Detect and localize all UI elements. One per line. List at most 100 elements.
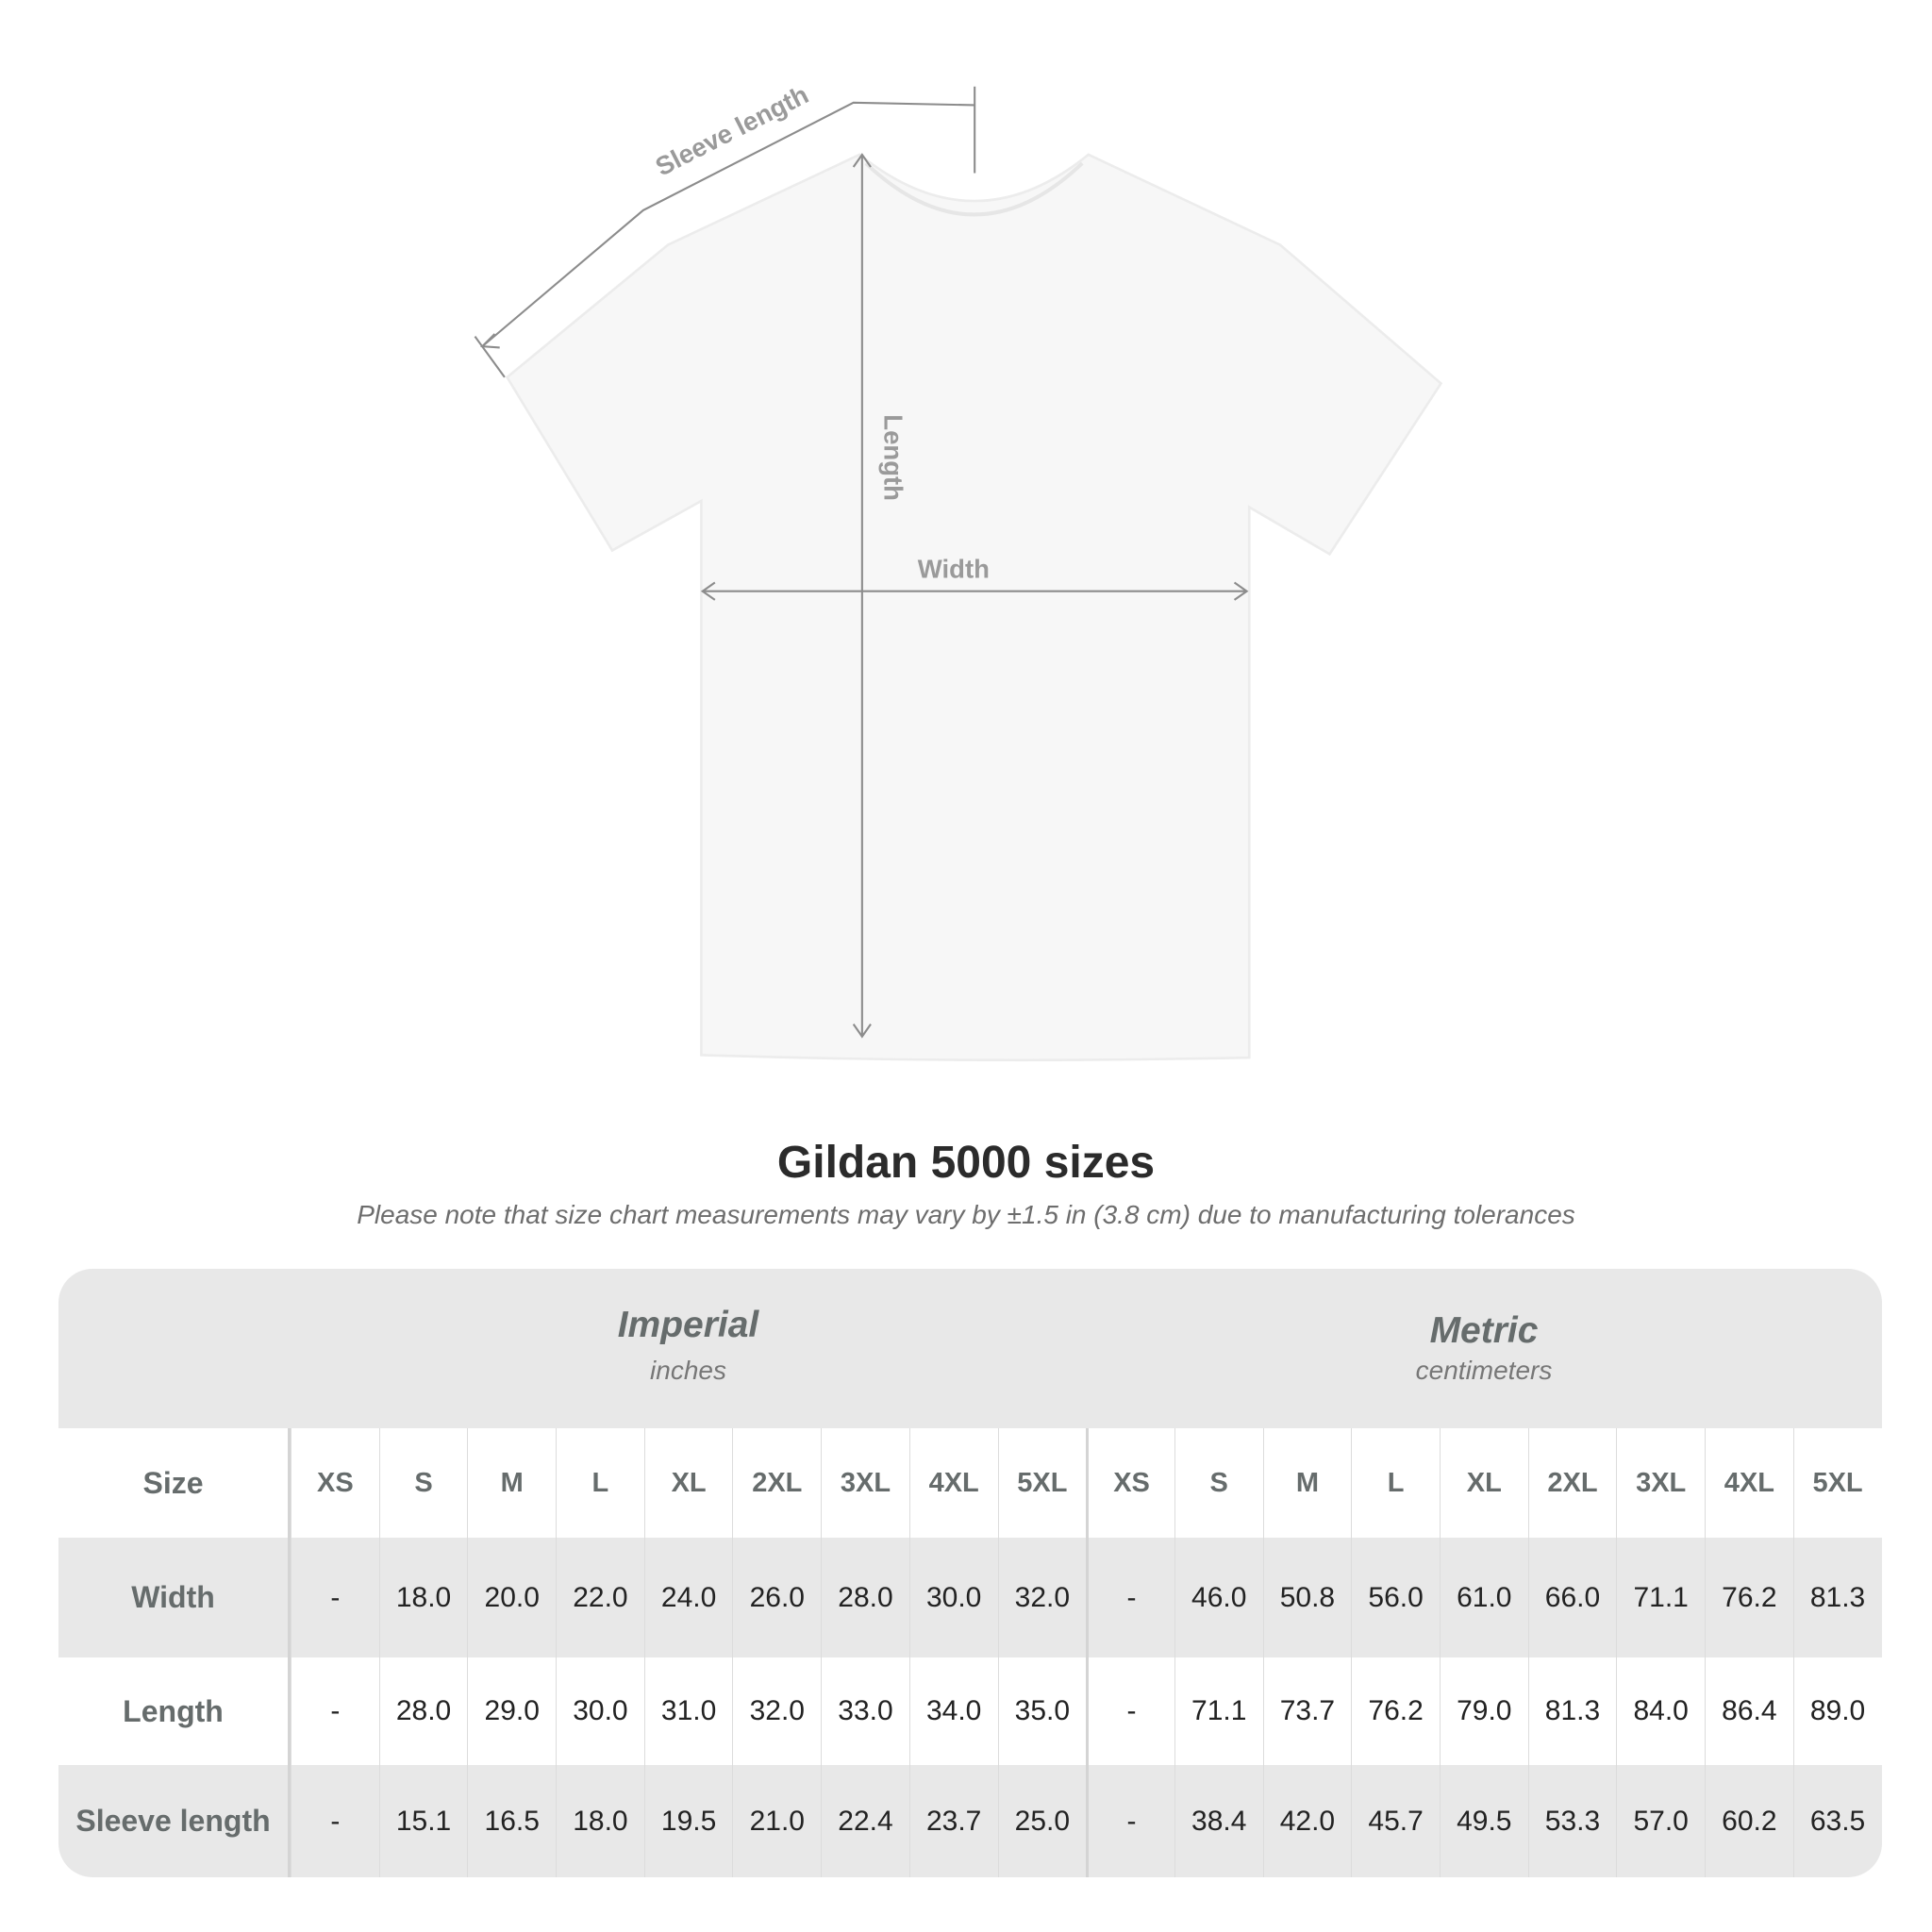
imperial-value-cell: 16.5: [467, 1765, 556, 1877]
imperial-value-cell: 26.0: [732, 1538, 821, 1657]
metric-unit: centimeters: [1415, 1356, 1553, 1385]
row-label: Sleeve length: [58, 1765, 291, 1877]
imperial-size-l: L: [556, 1428, 644, 1538]
metric-value-cell: 45.7: [1351, 1765, 1440, 1877]
imperial-header: Imperial inches: [291, 1269, 1086, 1428]
metric-value-cell: 63.5: [1792, 1765, 1882, 1877]
imperial-value-cell: -: [291, 1538, 379, 1657]
imperial-value-cell: 28.0: [378, 1657, 468, 1765]
metric-value-cell: 49.5: [1439, 1765, 1528, 1877]
metric-value-cell: 38.4: [1174, 1765, 1263, 1877]
metric-value-cell: 42.0: [1262, 1765, 1352, 1877]
metric-size-m: M: [1262, 1428, 1352, 1538]
metric-value-cell: 89.0: [1792, 1657, 1882, 1765]
metric-value-cell: 84.0: [1616, 1657, 1705, 1765]
metric-size-xl: XL: [1439, 1428, 1528, 1538]
sleeve-length-label: Sleeve length: [651, 79, 813, 181]
metric-value-cell: 76.2: [1705, 1538, 1793, 1657]
imperial-value-cell: 32.0: [732, 1657, 821, 1765]
imperial-size-2xl: 2XL: [732, 1428, 821, 1538]
imperial-value-cell: 22.0: [556, 1538, 644, 1657]
imperial-size-4xl: 4XL: [908, 1428, 998, 1538]
imperial-size-s: S: [378, 1428, 468, 1538]
metric-size-xs: XS: [1086, 1428, 1174, 1538]
metric-value-cell: 57.0: [1616, 1765, 1705, 1877]
length-label: Length: [878, 414, 908, 501]
metric-size-4xl: 4XL: [1705, 1428, 1793, 1538]
imperial-title: Imperial: [617, 1305, 759, 1345]
metric-value-cell: 76.2: [1351, 1657, 1440, 1765]
metric-value-cell: -: [1086, 1765, 1174, 1877]
imperial-value-cell: 29.0: [467, 1657, 556, 1765]
table-row: Width -18.0 20.0 22.0 24.0 26.0 28.0 30.0 32.0-4…: [58, 1538, 1882, 1657]
imperial-value-cell: 15.1: [378, 1765, 468, 1877]
tshirt-shape: [505, 153, 1443, 1062]
imperial-value-cell: 25.0: [997, 1765, 1087, 1877]
imperial-value-cell: 19.5: [643, 1765, 733, 1877]
table-row: Length -28.0 29.0 30.0 31.0 32.0 33.0 34.0 35.0-…: [58, 1657, 1882, 1765]
length-arrow-top-icon: [852, 153, 872, 168]
imperial-size-m: M: [467, 1428, 556, 1538]
imperial-size-5xl: 5XL: [997, 1428, 1087, 1538]
imperial-value-cell: 18.0: [556, 1765, 644, 1877]
imperial-value-cell: 24.0: [643, 1538, 733, 1657]
metric-size-2xl: 2XL: [1527, 1428, 1617, 1538]
sleeve-length-line: [481, 101, 975, 347]
row-label: Length: [58, 1657, 291, 1765]
imperial-value-cell: 22.4: [821, 1765, 909, 1877]
imperial-size-xs: XS: [291, 1428, 379, 1538]
imperial-value-cell: 18.0: [378, 1538, 468, 1657]
metric-value-cell: 71.1: [1616, 1538, 1705, 1657]
metric-value-cell: 81.3: [1792, 1538, 1882, 1657]
metric-header: Metric centimeters: [1086, 1269, 1882, 1428]
metric-value-cell: 46.0: [1174, 1538, 1263, 1657]
metric-value-cell: 56.0: [1351, 1538, 1440, 1657]
imperial-value-cell: 30.0: [908, 1538, 998, 1657]
metric-value-cell: 86.4: [1705, 1657, 1793, 1765]
imperial-size-xl: XL: [643, 1428, 733, 1538]
metric-value-cell: 66.0: [1527, 1538, 1617, 1657]
metric-value-cell: 71.1: [1174, 1657, 1263, 1765]
imperial-value-cell: 23.7: [908, 1765, 998, 1877]
imperial-value-cell: 28.0: [821, 1538, 909, 1657]
metric-value-cell: 60.2: [1705, 1765, 1793, 1877]
metric-value-cell: 50.8: [1262, 1538, 1352, 1657]
metric-value-cell: -: [1086, 1538, 1174, 1657]
table-row: Sleeve length -15.1 16.5 18.0 19.5 21.0 22.4 23…: [58, 1765, 1882, 1877]
width-label: Width: [918, 554, 990, 583]
collar: [864, 161, 1084, 217]
metric-title: Metric: [1429, 1310, 1539, 1351]
metric-size-5xl: 5XL: [1792, 1428, 1882, 1538]
metric-value-cell: 79.0: [1439, 1657, 1528, 1765]
metric-value-cell: 73.7: [1262, 1657, 1352, 1765]
size-header-label: Size: [58, 1428, 291, 1538]
width-arrow-right-icon: [1233, 581, 1249, 601]
imperial-value-cell: 31.0: [643, 1657, 733, 1765]
tolerance-note: Please note that size chart measurements…: [357, 1200, 1575, 1229]
imperial-value-cell: 21.0: [732, 1765, 821, 1877]
page-title: Gildan 5000 sizes: [776, 1138, 1156, 1188]
length-arrow-bottom-icon: [852, 1024, 872, 1039]
size-header-row: Size XS S M L XL 2XL 3XL 4XL 5XL XS S M L XL 2XL 3XL 4XL 5…: [58, 1428, 1882, 1538]
row-label: Width: [58, 1538, 291, 1657]
width-arrow-left-icon: [700, 581, 716, 601]
metric-size-3xl: 3XL: [1616, 1428, 1705, 1538]
size-table: Imperial inches Metric centimeters Size X…: [58, 1269, 1882, 1877]
metric-value-cell: 53.3: [1527, 1765, 1617, 1877]
imperial-value-cell: 30.0: [556, 1657, 644, 1765]
imperial-value-cell: -: [291, 1657, 379, 1765]
metric-value-cell: 61.0: [1439, 1538, 1528, 1657]
metric-size-s: S: [1174, 1428, 1263, 1538]
imperial-value-cell: 33.0: [821, 1657, 909, 1765]
imperial-value-cell: 20.0: [467, 1538, 556, 1657]
imperial-unit: inches: [650, 1356, 726, 1385]
imperial-value-cell: 34.0: [908, 1657, 998, 1765]
metric-size-l: L: [1351, 1428, 1440, 1538]
imperial-value-cell: 35.0: [997, 1657, 1087, 1765]
metric-value-cell: -: [1086, 1657, 1174, 1765]
sleeve-length-tick-left: [474, 336, 506, 378]
imperial-value-cell: -: [291, 1765, 379, 1877]
imperial-value-cell: 32.0: [997, 1538, 1087, 1657]
metric-value-cell: 81.3: [1527, 1657, 1617, 1765]
